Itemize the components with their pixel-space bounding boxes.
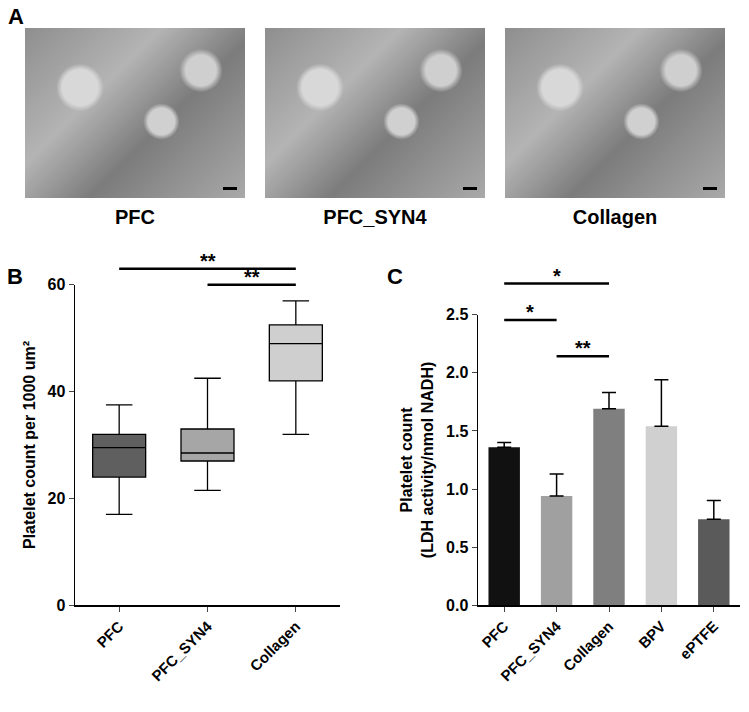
- svg-text:Platelet count per 1000 um²: Platelet count per 1000 um²: [21, 341, 38, 549]
- svg-text:PFC_SYN4: PFC_SYN4: [148, 617, 215, 684]
- svg-text:PFC: PFC: [93, 617, 126, 650]
- svg-text:**: **: [200, 250, 216, 272]
- svg-text:Platelet count(LDH activity/nm: Platelet count(LDH activity/nmol NADH): [398, 362, 436, 558]
- svg-text:**: **: [575, 337, 591, 359]
- svg-text:0.5: 0.5: [446, 539, 468, 556]
- svg-text:Collagen: Collagen: [246, 618, 303, 675]
- svg-text:**: **: [244, 266, 260, 288]
- svg-text:Collagen: Collagen: [560, 618, 617, 675]
- html-text:PFC_SYN4: PFC_SYN4: [323, 206, 427, 228]
- svg-text:2.5: 2.5: [446, 306, 468, 323]
- svg-text:ePTFE: ePTFE: [676, 618, 721, 663]
- svg-text:20: 20: [48, 490, 66, 507]
- svg-text:1.0: 1.0: [446, 481, 468, 498]
- html-text:A: A: [8, 4, 24, 29]
- svg-text:1.5: 1.5: [446, 423, 468, 440]
- html-text:Collagen: Collagen: [572, 206, 658, 228]
- svg-text:BPV: BPV: [635, 618, 669, 652]
- svg-text:B: B: [7, 264, 23, 289]
- svg-text:0: 0: [56, 597, 65, 614]
- svg-text:2.0: 2.0: [446, 364, 468, 381]
- svg-text:PFC_SYN4: PFC_SYN4: [497, 617, 564, 684]
- svg-text:*: *: [553, 265, 561, 287]
- svg-text:PFC: PFC: [478, 617, 511, 650]
- html-text:PFC: PFC: [115, 206, 155, 228]
- svg-text:C: C: [387, 264, 403, 289]
- svg-text:*: *: [526, 301, 534, 323]
- svg-text:40: 40: [48, 383, 66, 400]
- svg-text:0.0: 0.0: [446, 597, 468, 614]
- svg-text:60: 60: [48, 276, 66, 293]
